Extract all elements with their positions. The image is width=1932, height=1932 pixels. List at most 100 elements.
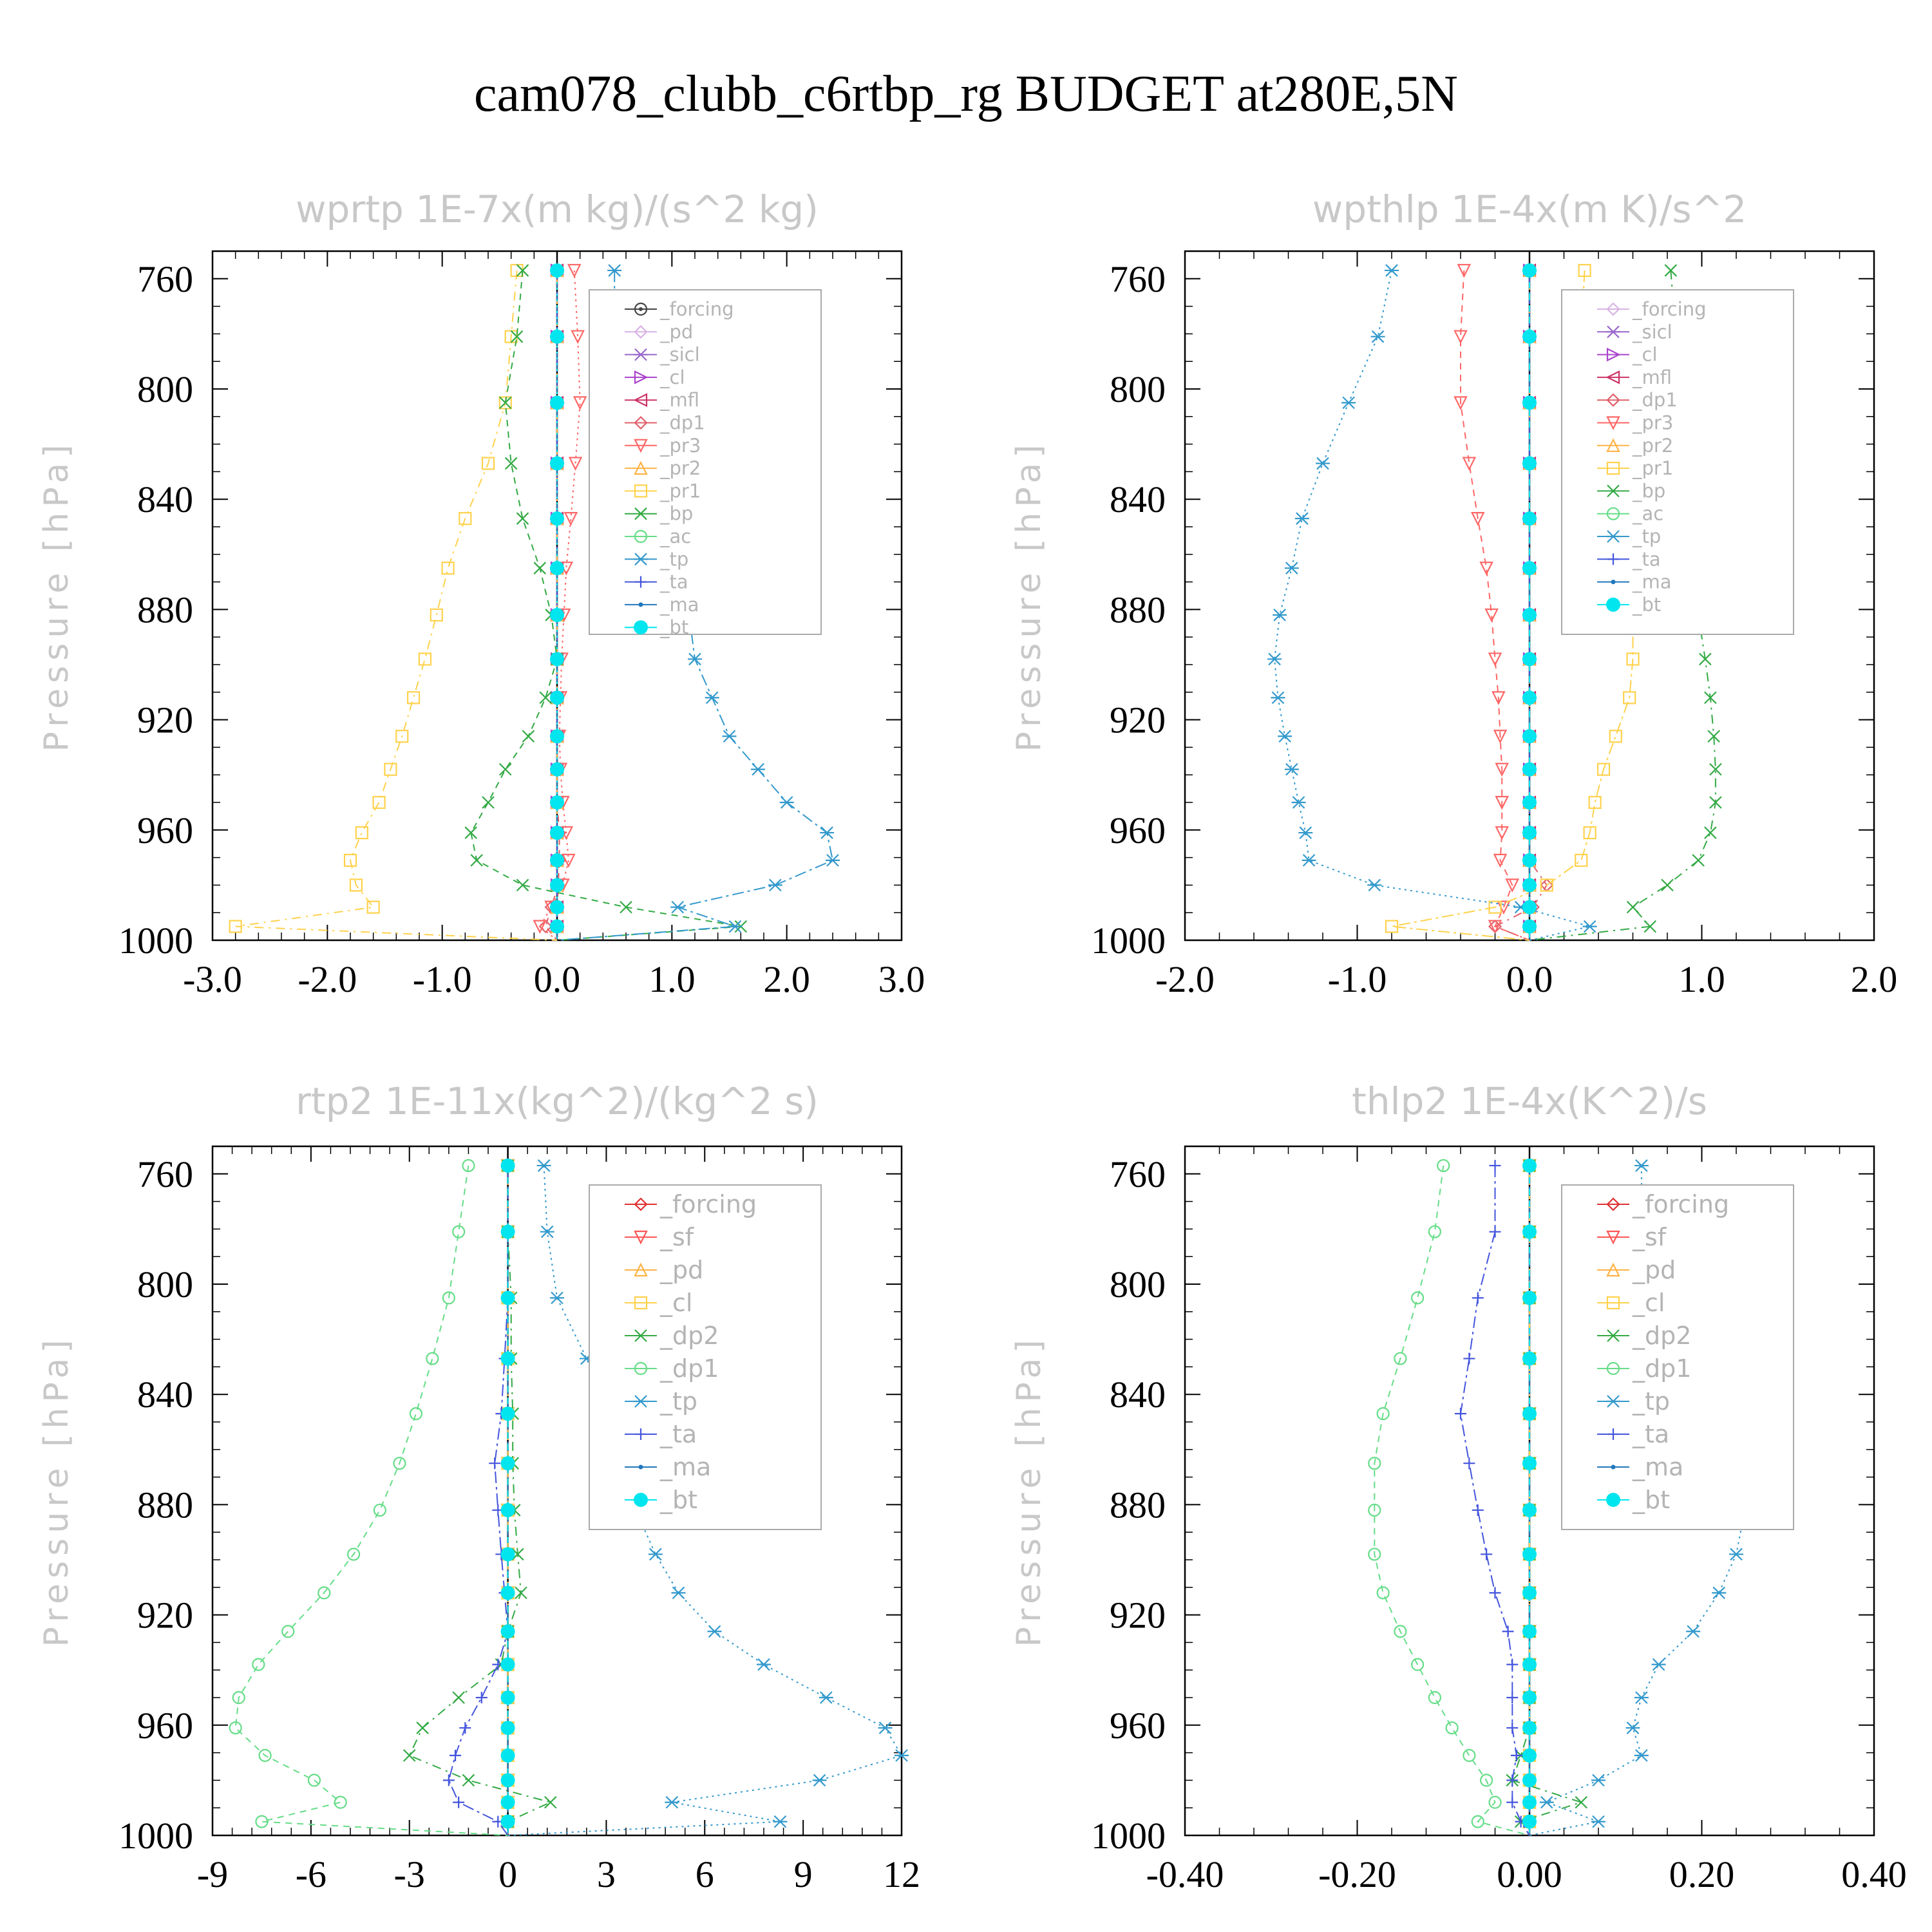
- point-marker: [1394, 1352, 1407, 1365]
- x-tick-label: 6: [696, 1853, 714, 1895]
- point-marker: [1686, 1625, 1701, 1638]
- point-marker: [1291, 796, 1306, 809]
- point-marker: [1522, 690, 1537, 705]
- point-marker: [751, 762, 766, 776]
- x-tick-label: 2.0: [1851, 958, 1898, 1000]
- series-line: [1493, 270, 1548, 941]
- legend-item-pr1: _pr1: [1597, 457, 1673, 479]
- point-marker: [634, 620, 648, 635]
- point-marker: [550, 853, 564, 867]
- point-marker: [1428, 1225, 1441, 1238]
- legend-label: _ma: [1632, 571, 1672, 593]
- point-marker: [1454, 330, 1468, 345]
- point-marker: [1273, 609, 1287, 621]
- x-tick-label: 2.0: [763, 958, 810, 1000]
- point-marker: [500, 1690, 515, 1705]
- point-marker: [1607, 1428, 1619, 1440]
- y-tick-label: 960: [137, 1705, 193, 1747]
- point-marker: [317, 1586, 331, 1600]
- point-marker: [634, 439, 648, 453]
- point-marker: [1522, 1721, 1537, 1736]
- legend-item-forcing: _forcing: [1597, 1190, 1729, 1218]
- point-marker: [1611, 1464, 1616, 1470]
- legend-item-bp: _bp: [625, 503, 693, 525]
- point-marker: [550, 395, 564, 410]
- point-marker: [1472, 1504, 1484, 1516]
- point-marker: [475, 1692, 488, 1703]
- point-marker: [504, 457, 518, 470]
- point-marker: [1522, 919, 1537, 934]
- point-marker: [1588, 795, 1602, 810]
- point-marker: [450, 1749, 462, 1761]
- point-marker: [255, 1815, 269, 1828]
- legend-label: _pr3: [1632, 412, 1673, 434]
- legend-item-tp: _tp: [625, 548, 688, 570]
- y-tick-label: 880: [137, 1484, 193, 1526]
- legend-label: _sicl: [1632, 321, 1672, 343]
- point-marker: [1302, 854, 1316, 867]
- point-marker: [1582, 920, 1597, 933]
- y-tick-label: 760: [1110, 1153, 1166, 1195]
- point-marker: [1605, 370, 1620, 384]
- legend-label: _ma: [659, 594, 699, 616]
- legend-item-pd: _pd: [625, 1256, 703, 1284]
- point-marker: [1428, 1690, 1441, 1705]
- point-marker: [281, 1625, 295, 1638]
- point-marker: [1385, 264, 1399, 277]
- point-marker: [406, 691, 421, 705]
- y-tick-label: 800: [1110, 1264, 1166, 1305]
- point-marker: [1522, 329, 1537, 344]
- point-marker: [1634, 1159, 1649, 1172]
- series-line: [408, 1166, 553, 1835]
- point-marker: [634, 415, 648, 430]
- point-marker: [1539, 1795, 1554, 1809]
- legend-item-cl: _cl: [625, 366, 685, 388]
- point-marker: [634, 1262, 648, 1277]
- point-marker: [1699, 652, 1712, 666]
- y-axis-label: Pressure [hPa]: [37, 1335, 76, 1647]
- point-marker: [550, 762, 564, 777]
- point-marker: [1606, 347, 1621, 362]
- point-marker: [1583, 826, 1596, 840]
- point-marker: [1522, 795, 1537, 810]
- point-marker: [1709, 762, 1722, 776]
- point-marker: [500, 1586, 515, 1600]
- legend-label: _tp: [1632, 1387, 1670, 1416]
- legend-label: _bt: [659, 1486, 697, 1514]
- point-marker: [1540, 878, 1553, 892]
- y-tick-label: 840: [137, 1374, 193, 1416]
- legend-item-ta: _ta: [625, 1420, 697, 1448]
- legend-label: _cl: [1632, 1289, 1665, 1317]
- legend-label: _bt: [1632, 1486, 1670, 1514]
- point-marker: [1471, 1815, 1484, 1828]
- point-marker: [373, 1503, 386, 1517]
- legend-label: _dp1: [1632, 389, 1678, 411]
- point-marker: [366, 900, 380, 914]
- legend-label: _pr2: [659, 457, 701, 479]
- point-marker: [665, 1795, 679, 1809]
- point-marker: [1578, 263, 1591, 278]
- point-marker: [562, 853, 576, 868]
- series-tp: [1267, 264, 1597, 941]
- point-marker: [648, 1548, 663, 1561]
- point-marker: [826, 854, 840, 867]
- series-pr1: [229, 263, 558, 941]
- point-marker: [895, 1749, 909, 1762]
- point-marker: [1367, 878, 1382, 892]
- point-marker: [510, 330, 524, 343]
- point-marker: [500, 1158, 515, 1173]
- legend-item-pr3: _pr3: [625, 435, 701, 457]
- point-marker: [607, 264, 622, 277]
- legend: _forcing _sf _pd _cl _dp2 _dp1 _tp _ta _ma _bt: [1561, 1184, 1794, 1530]
- series-dp1: [1488, 263, 1554, 941]
- legend-item-cl: _cl: [625, 1289, 692, 1317]
- legend-label: _dp2: [1632, 1321, 1691, 1350]
- point-marker: [1606, 1197, 1620, 1211]
- point-marker: [1472, 1292, 1484, 1304]
- y-tick-label: 1000: [118, 1815, 193, 1857]
- legend-item-forcing: _forcing: [625, 298, 734, 320]
- point-marker: [1626, 900, 1640, 914]
- point-marker: [1606, 416, 1620, 430]
- point-marker: [633, 393, 648, 407]
